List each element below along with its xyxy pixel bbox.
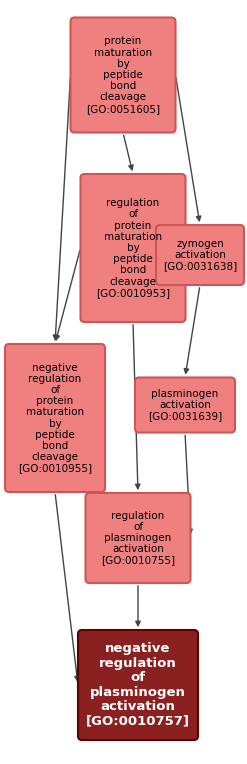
FancyBboxPatch shape [78, 630, 198, 740]
FancyBboxPatch shape [85, 493, 190, 583]
Text: regulation
of
protein
maturation
by
peptide
bond
cleavage
[GO:0010953]: regulation of protein maturation by pept… [96, 198, 170, 298]
Text: protein
maturation
by
peptide
bond
cleavage
[GO:0051605]: protein maturation by peptide bond cleav… [86, 37, 160, 114]
FancyBboxPatch shape [70, 18, 176, 132]
Text: zymogen
activation
[GO:0031638]: zymogen activation [GO:0031638] [163, 239, 237, 271]
Text: regulation
of
plasminogen
activation
[GO:0010755]: regulation of plasminogen activation [GO… [101, 510, 175, 565]
FancyBboxPatch shape [135, 377, 235, 432]
Text: negative
regulation
of
protein
maturation
by
peptide
bond
cleavage
[GO:0010955]: negative regulation of protein maturatio… [18, 363, 92, 474]
FancyBboxPatch shape [5, 344, 105, 492]
FancyBboxPatch shape [81, 174, 185, 322]
Text: plasminogen
activation
[GO:0031639]: plasminogen activation [GO:0031639] [148, 389, 222, 421]
Text: negative
regulation
of
plasminogen
activation
[GO:0010757]: negative regulation of plasminogen activ… [86, 643, 190, 728]
FancyBboxPatch shape [156, 225, 244, 285]
